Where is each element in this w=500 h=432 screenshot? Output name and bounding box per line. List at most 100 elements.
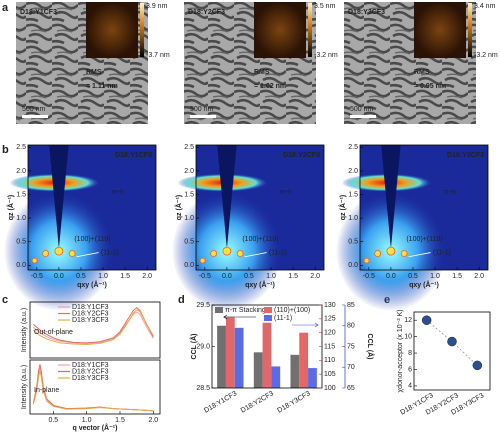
x-tick-label: 1.0 — [266, 273, 276, 280]
point — [421, 315, 432, 325]
x-tick-label: 1.5 — [120, 273, 130, 280]
x-axis-label: qxy (Å⁻¹) — [245, 280, 275, 289]
sample-label: D18:Y2CF3 — [188, 9, 225, 16]
rms-value: = 1.11 nm — [86, 83, 118, 90]
peak-arrow — [244, 252, 267, 258]
legend-label: D18:Y3CF3 — [72, 375, 109, 382]
colorbar-max: 3.5 nm — [314, 3, 336, 10]
y-tick-label: 2.0 — [348, 168, 358, 175]
bar — [225, 317, 235, 388]
peak-spot — [199, 257, 206, 264]
x-tick-label: 0.5 — [244, 273, 254, 280]
peak-spot — [210, 250, 218, 257]
peak-label: (11-1) — [269, 249, 287, 256]
afm-inset — [254, 2, 306, 58]
x-tick-label: -0.5 — [31, 273, 43, 280]
plot-frame — [29, 359, 161, 415]
peak-spot — [400, 250, 408, 257]
y-tick-label: 29.5 — [196, 302, 210, 309]
y-axis-label: Intensity (a.u.) — [21, 308, 28, 352]
y-tick-label: 2.5 — [348, 144, 358, 151]
legend-swatch — [264, 307, 272, 313]
x-tick-label: D18:Y2CF3 — [240, 390, 275, 414]
y-tick-label: 1.0 — [184, 215, 194, 222]
legend-arrow — [223, 314, 256, 320]
peak-label: (100)+(110) — [242, 236, 278, 243]
y-tick-label: 29.0 — [196, 343, 210, 350]
plot-frame — [29, 301, 161, 359]
annotation: Out-of-plane — [34, 329, 73, 336]
legend-swatch — [215, 307, 223, 313]
point — [472, 360, 483, 371]
y-tick-label: 1.5 — [348, 191, 358, 198]
x-tick-label: 1.0 — [82, 417, 92, 424]
panel-label: d — [178, 294, 185, 306]
peak-spot — [31, 257, 38, 264]
peak-label: π-π — [444, 189, 456, 196]
peak-spot — [363, 257, 370, 264]
x-tick-label: 0.5 — [76, 273, 86, 280]
y-tick-label: 115 — [324, 343, 335, 350]
colorbar — [468, 3, 472, 57]
y-axis-label: qz (Å⁻¹) — [338, 195, 347, 220]
rms-label: RMS — [414, 69, 430, 76]
line-series — [33, 309, 154, 346]
y-tick-label: 1.0 — [16, 215, 26, 222]
scale-bar-label: 500 nm — [22, 106, 46, 113]
panel-label: a — [2, 2, 9, 14]
legend-arrow — [292, 322, 319, 328]
y-tick-label: 0.5 — [16, 239, 26, 246]
legend-label: D18:Y1CF3 — [72, 362, 109, 369]
y-axis-label: χdonor-acceptor (x 10⁻² K) — [397, 309, 404, 392]
y-tick-label: 125 — [324, 316, 336, 323]
y-tick-label: 2.5 — [184, 144, 194, 151]
legend-label: D18:Y3CF3 — [72, 317, 109, 324]
map-frame — [27, 144, 157, 271]
x-tick-label: -0.5 — [199, 273, 211, 280]
y-axis-label: qz (Å⁻¹) — [174, 195, 183, 220]
colorbar-max: 3.9 nm — [146, 3, 168, 10]
scale-bar-label: 500 nm — [190, 106, 214, 113]
x-tick-label: 0.0 — [222, 273, 232, 280]
annotation: In-plane — [34, 387, 59, 394]
peak-label: (100)+(110) — [406, 236, 442, 243]
x-tick-label: -0.5 — [363, 273, 375, 280]
bar — [299, 332, 309, 388]
y-tick-label: 100 — [324, 385, 336, 392]
y-tick-label: 75 — [347, 343, 355, 350]
sample-label: D18:Y1CF3 — [20, 9, 57, 16]
rms-label: RMS — [86, 69, 102, 76]
legend-label: (11-1) — [274, 315, 292, 322]
peak-spot — [68, 250, 76, 257]
peak-spot — [236, 250, 244, 257]
x-axis-label: qxy (Å⁻¹) — [77, 280, 107, 289]
bar — [234, 327, 244, 388]
y-tick-label: 130 — [324, 302, 336, 309]
line-series — [32, 370, 154, 412]
sample-label: D18:Y3CF3 — [348, 9, 385, 16]
rms-label: RMS — [254, 69, 270, 76]
y-tick-label: 70 — [347, 364, 355, 371]
x-tick-label: D18:Y3CF3 — [276, 390, 311, 414]
y-tick-label: 0.0 — [16, 262, 26, 269]
y-tick-label: 2.0 — [184, 168, 194, 175]
peak-spot — [374, 250, 382, 257]
x-tick-label: 2.0 — [142, 273, 152, 280]
peak-label: (11-1) — [433, 249, 451, 256]
bar — [262, 322, 272, 388]
peak-label: (11-1) — [101, 249, 119, 256]
scale-bar — [22, 115, 48, 118]
y-tick-label: 110 — [324, 357, 335, 364]
y-tick-label: 10 — [404, 333, 412, 340]
legend-swatch — [264, 315, 272, 321]
y-tick-label: 85 — [347, 302, 355, 309]
y-tick-label: 80 — [347, 323, 355, 330]
y-tick-label: 1.5 — [16, 191, 26, 198]
legend-label: (110)+(100) — [274, 307, 310, 314]
y-axis-label: qz (Å⁻¹) — [6, 195, 15, 220]
panel-label: b — [2, 144, 9, 156]
x-tick-label: 1.5 — [288, 273, 298, 280]
x-tick-label: 1.5 — [452, 273, 462, 280]
x-axis-label: qxy (Å⁻¹) — [409, 280, 439, 289]
x-tick-label: 0.5 — [48, 417, 58, 424]
